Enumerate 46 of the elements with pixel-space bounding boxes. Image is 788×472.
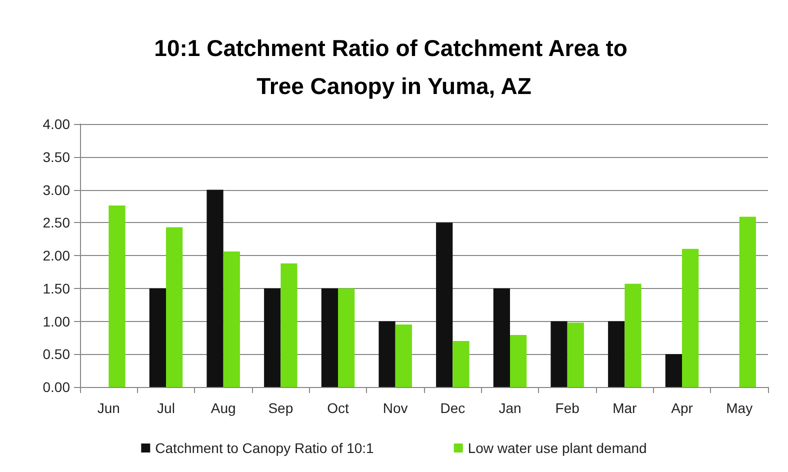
x-tick-label: Feb <box>555 400 580 416</box>
x-tick-label: Aug <box>210 400 236 416</box>
bar <box>452 340 470 387</box>
y-tick-label: 1.50 <box>42 280 70 296</box>
x-tick-label: Jan <box>498 400 522 416</box>
bar <box>624 284 642 387</box>
bar <box>550 321 568 387</box>
bar <box>338 288 355 387</box>
y-tick-label: 4.00 <box>42 116 70 132</box>
x-tick-label: Jul <box>157 400 175 416</box>
y-tick-label: 0.00 <box>42 379 70 395</box>
chart-title: 10:1 Catchment Ratio of Catchment Area to Tree Canopy in Yuma, AZ <box>154 35 634 99</box>
bar <box>608 321 625 387</box>
y-tick-label: 2.00 <box>42 248 70 264</box>
bar <box>166 227 183 387</box>
x-tick-label: Mar <box>612 400 638 416</box>
y-tick-label: 1.00 <box>42 313 70 330</box>
y-tick-label: 3.50 <box>42 148 70 165</box>
bar <box>436 222 453 387</box>
bar <box>280 263 298 387</box>
x-tick-label: Jun <box>97 400 120 416</box>
bar <box>739 216 756 387</box>
bar <box>149 288 166 387</box>
bar <box>567 322 584 387</box>
bar <box>682 248 699 387</box>
x-tick-label: Sep <box>268 400 294 416</box>
legend-label: Low water use plant demand <box>468 440 647 456</box>
legend-label: Catchment to Canopy Ratio of 10:1 <box>155 440 374 456</box>
y-tick-label: 2.50 <box>42 214 70 231</box>
bar <box>321 288 338 387</box>
x-tick-label: Dec <box>440 400 466 416</box>
x-tick-label: Oct <box>327 400 349 416</box>
x-tick-label: Apr <box>671 400 694 416</box>
x-tick-label: Nov <box>382 400 408 416</box>
y-tick-label: 0.50 <box>42 346 70 362</box>
bar <box>206 190 224 387</box>
bar <box>510 335 527 387</box>
y-tick-label: 3.00 <box>42 182 70 198</box>
bar <box>378 321 396 387</box>
bar <box>108 206 126 387</box>
bar <box>223 252 240 387</box>
bar <box>395 324 412 387</box>
bar <box>264 288 281 387</box>
bar <box>493 288 510 387</box>
bar <box>665 354 682 387</box>
x-tick-label: May <box>726 400 753 416</box>
